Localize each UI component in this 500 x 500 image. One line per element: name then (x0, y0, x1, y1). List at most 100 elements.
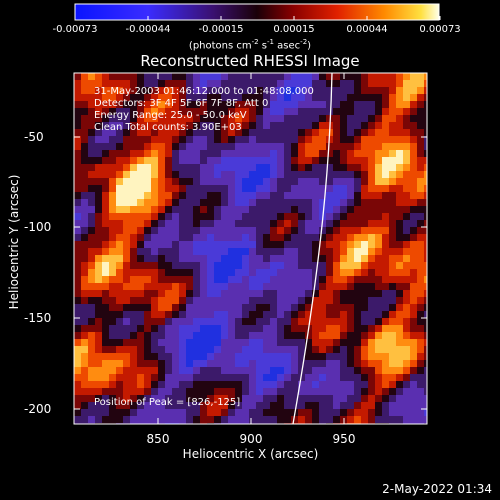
heatmap-cell (249, 171, 257, 179)
heatmap-cell (417, 416, 425, 424)
heatmap-cell (144, 185, 152, 193)
heatmap-cell (165, 318, 173, 326)
heatmap-cell (193, 108, 201, 116)
heatmap-cell (179, 402, 187, 410)
heatmap-cell (123, 122, 131, 130)
heatmap-cell (333, 311, 341, 319)
heatmap-cell (144, 94, 152, 102)
heatmap-cell (172, 339, 180, 347)
heatmap-cell (354, 101, 362, 109)
heatmap-cell (263, 94, 271, 102)
heatmap-cell (172, 150, 180, 158)
heatmap-cell (123, 388, 131, 396)
heatmap-cell (81, 136, 89, 144)
heatmap-cell (368, 178, 376, 186)
heatmap-cell (361, 192, 369, 200)
heatmap-cell (326, 73, 334, 81)
heatmap-cell (235, 346, 243, 354)
heatmap-cell (109, 360, 117, 368)
heatmap-cell (298, 311, 306, 319)
heatmap-cell (403, 234, 411, 242)
heatmap-cell (116, 416, 124, 424)
heatmap-cell (200, 115, 208, 123)
heatmap-cell (389, 276, 397, 284)
heatmap-cell (249, 304, 257, 312)
heatmap-cell (277, 101, 285, 109)
heatmap-cell (298, 381, 306, 389)
heatmap-cell (207, 360, 215, 368)
heatmap-cell (284, 150, 292, 158)
heatmap-cell (319, 262, 327, 270)
heatmap-cell (172, 276, 180, 284)
heatmap-cell (228, 318, 236, 326)
heatmap-cell (396, 220, 404, 228)
heatmap-cell (242, 108, 250, 116)
heatmap-cell (88, 395, 96, 403)
heatmap-cell (102, 332, 110, 340)
heatmap-cell (137, 87, 145, 95)
heatmap-cell (144, 80, 152, 88)
heatmap-cell (137, 388, 145, 396)
heatmap-cell (284, 108, 292, 116)
heatmap-cell (228, 339, 236, 347)
heatmap-cell (326, 199, 334, 207)
heatmap-cell (263, 227, 271, 235)
heatmap-cell (228, 388, 236, 396)
heatmap-cell (424, 283, 427, 291)
heatmap-cell (305, 360, 313, 368)
heatmap-cell (298, 136, 306, 144)
heatmap-cell (291, 143, 299, 151)
heatmap-cell (158, 129, 166, 137)
heatmap-cell (424, 206, 427, 214)
heatmap-cell (417, 332, 425, 340)
heatmap-cell (88, 122, 96, 130)
heatmap-cell (137, 255, 145, 263)
heatmap-cell (200, 241, 208, 249)
heatmap-cell (368, 87, 376, 95)
heatmap-cell (116, 73, 124, 81)
heatmap-cell (109, 94, 117, 102)
heatmap-cell (235, 192, 243, 200)
heatmap-cell (81, 129, 89, 137)
heatmap-cell (305, 262, 313, 270)
heatmap-cell (312, 178, 320, 186)
heatmap-cell (228, 227, 236, 235)
heatmap-cell (102, 269, 110, 277)
heatmap-cell (347, 80, 355, 88)
heatmap-cell (221, 122, 229, 130)
heatmap-cell (172, 108, 180, 116)
heatmap-cell (277, 353, 285, 361)
heatmap-cell (172, 171, 180, 179)
heatmap-cell (354, 171, 362, 179)
heatmap-cell (165, 199, 173, 207)
heatmap-cell (207, 80, 215, 88)
heatmap-cell (284, 213, 292, 221)
heatmap-cell (382, 213, 390, 221)
heatmap-cell (172, 164, 180, 172)
heatmap-cell (179, 206, 187, 214)
heatmap-cell (396, 199, 404, 207)
heatmap-cell (88, 367, 96, 375)
heatmap-cell (375, 192, 383, 200)
heatmap-cell (249, 374, 257, 382)
heatmap-cell (312, 409, 320, 417)
heatmap-cell (389, 374, 397, 382)
heatmap-cell (137, 143, 145, 151)
heatmap-cell (249, 353, 257, 361)
heatmap-cell (207, 227, 215, 235)
heatmap-cell (207, 255, 215, 263)
heatmap-cell (165, 262, 173, 270)
heatmap-cell (179, 164, 187, 172)
heatmap-cell (235, 262, 243, 270)
heatmap-cell (221, 318, 229, 326)
heatmap-cell (249, 290, 257, 298)
heatmap-cell (277, 185, 285, 193)
heatmap-cell (193, 388, 201, 396)
heatmap-cell (270, 171, 278, 179)
heatmap-cell (74, 409, 82, 417)
heatmap-cell (284, 143, 292, 151)
heatmap-cell (284, 136, 292, 144)
heatmap-cell (228, 94, 236, 102)
heatmap-cell (165, 171, 173, 179)
heatmap-cell (214, 388, 222, 396)
